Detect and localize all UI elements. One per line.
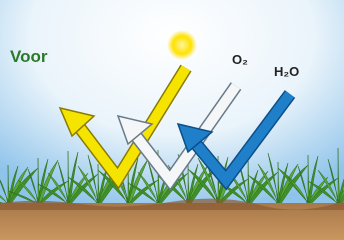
illustration: Voor O₂ H₂O: [0, 0, 344, 240]
oxygen-label: O₂: [232, 52, 248, 67]
voor-label: Voor: [10, 47, 48, 66]
sun: [167, 30, 197, 60]
water-label: H₂O: [274, 64, 299, 79]
